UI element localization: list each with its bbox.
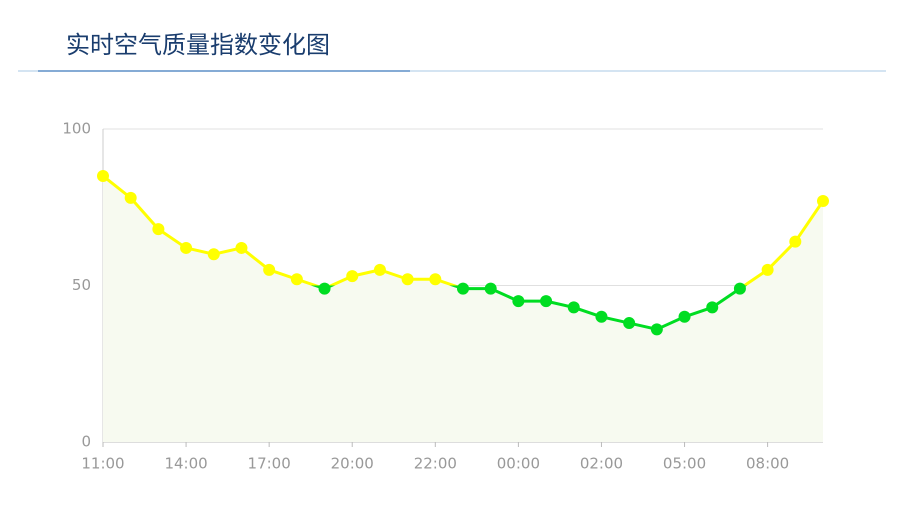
point — [595, 310, 608, 323]
x-tick-label: 14:00 — [164, 455, 207, 473]
point — [540, 295, 553, 308]
point — [429, 273, 442, 286]
point — [512, 295, 525, 308]
area — [103, 175, 823, 442]
point — [207, 248, 220, 261]
y-tick-label: 50 — [72, 276, 91, 294]
point — [346, 270, 359, 283]
point — [457, 282, 469, 295]
x-tick-label: 08:00 — [746, 455, 789, 473]
point — [235, 241, 248, 254]
point — [623, 317, 636, 330]
x-tick-label: 11:00 — [81, 455, 124, 473]
y-tick-label: 0 — [81, 433, 91, 451]
point — [97, 169, 109, 182]
point — [484, 282, 497, 295]
point — [789, 235, 802, 248]
point — [733, 282, 746, 295]
x-tick-label: 20:00 — [331, 455, 374, 473]
x-tick-label: 05:00 — [663, 455, 706, 473]
point — [761, 263, 774, 276]
point — [401, 273, 414, 286]
point — [567, 301, 580, 314]
point — [650, 323, 663, 336]
point — [263, 263, 276, 276]
chart-title: 实时空气质量指数变化图 — [66, 31, 330, 59]
point — [152, 223, 165, 236]
point — [124, 191, 137, 204]
point — [290, 273, 303, 286]
point — [817, 194, 829, 207]
point — [706, 301, 719, 314]
point — [318, 282, 331, 295]
x-tick-label: 00:00 — [497, 455, 540, 473]
x-tick-label: 02:00 — [580, 455, 623, 473]
point — [180, 241, 193, 254]
point — [678, 310, 691, 323]
x-tick-label: 22:00 — [414, 455, 457, 473]
x-tick-label: 17:00 — [248, 455, 291, 473]
point — [373, 263, 386, 276]
y-tick-label: 100 — [62, 120, 91, 138]
